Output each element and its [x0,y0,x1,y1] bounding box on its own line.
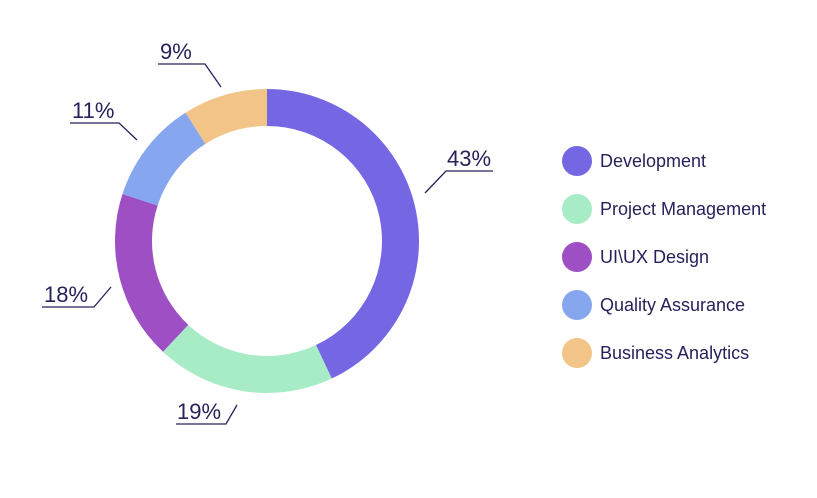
legend-item-quality-assurance: Quality Assurance [562,281,812,329]
legend-swatch-project-management [562,194,592,224]
data-label-development: 43% [447,146,491,171]
legend-label-development: Development [600,150,707,171]
leader-line-development [424,170,493,194]
slice-development [267,89,419,379]
leader-line-business-analytics [158,63,222,88]
legend-item-business-analytics: Business Analytics [562,329,812,377]
legend-swatch-development [562,146,592,176]
legend-label-project-management: Project Management [600,198,767,219]
data-label-project-management: 19% [177,399,221,424]
chart-legend: Development Project Management UI\UX Des… [562,137,812,377]
legend-item-ui-ux-design: UI\UX Design [562,233,812,281]
legend-label-quality-assurance: Quality Assurance [600,294,746,315]
legend-swatch-business-analytics [562,338,592,368]
legend-label-ui-ux-design: UI\UX Design [600,246,710,267]
legend-swatch-quality-assurance [562,290,592,320]
slice-ui-ux-design [114,194,189,352]
data-label-quality-assurance: 11% [72,98,114,123]
leader-line-quality-assurance [70,122,138,141]
data-label-business-analytics: 9% [160,39,192,64]
slice-project-management [162,324,332,393]
legend-item-project-management: Project Management [562,185,812,233]
leader-line-ui-ux-design [42,286,112,308]
data-label-ui-ux-design: 18% [44,282,88,307]
slice-quality-assurance [122,112,206,206]
slice-business-analytics [185,89,267,144]
leader-line-project-management [176,404,238,425]
legend-swatch-ui-ux-design [562,242,592,272]
legend-item-development: Development [562,137,812,185]
legend-label-business-analytics: Business Analytics [600,342,750,363]
